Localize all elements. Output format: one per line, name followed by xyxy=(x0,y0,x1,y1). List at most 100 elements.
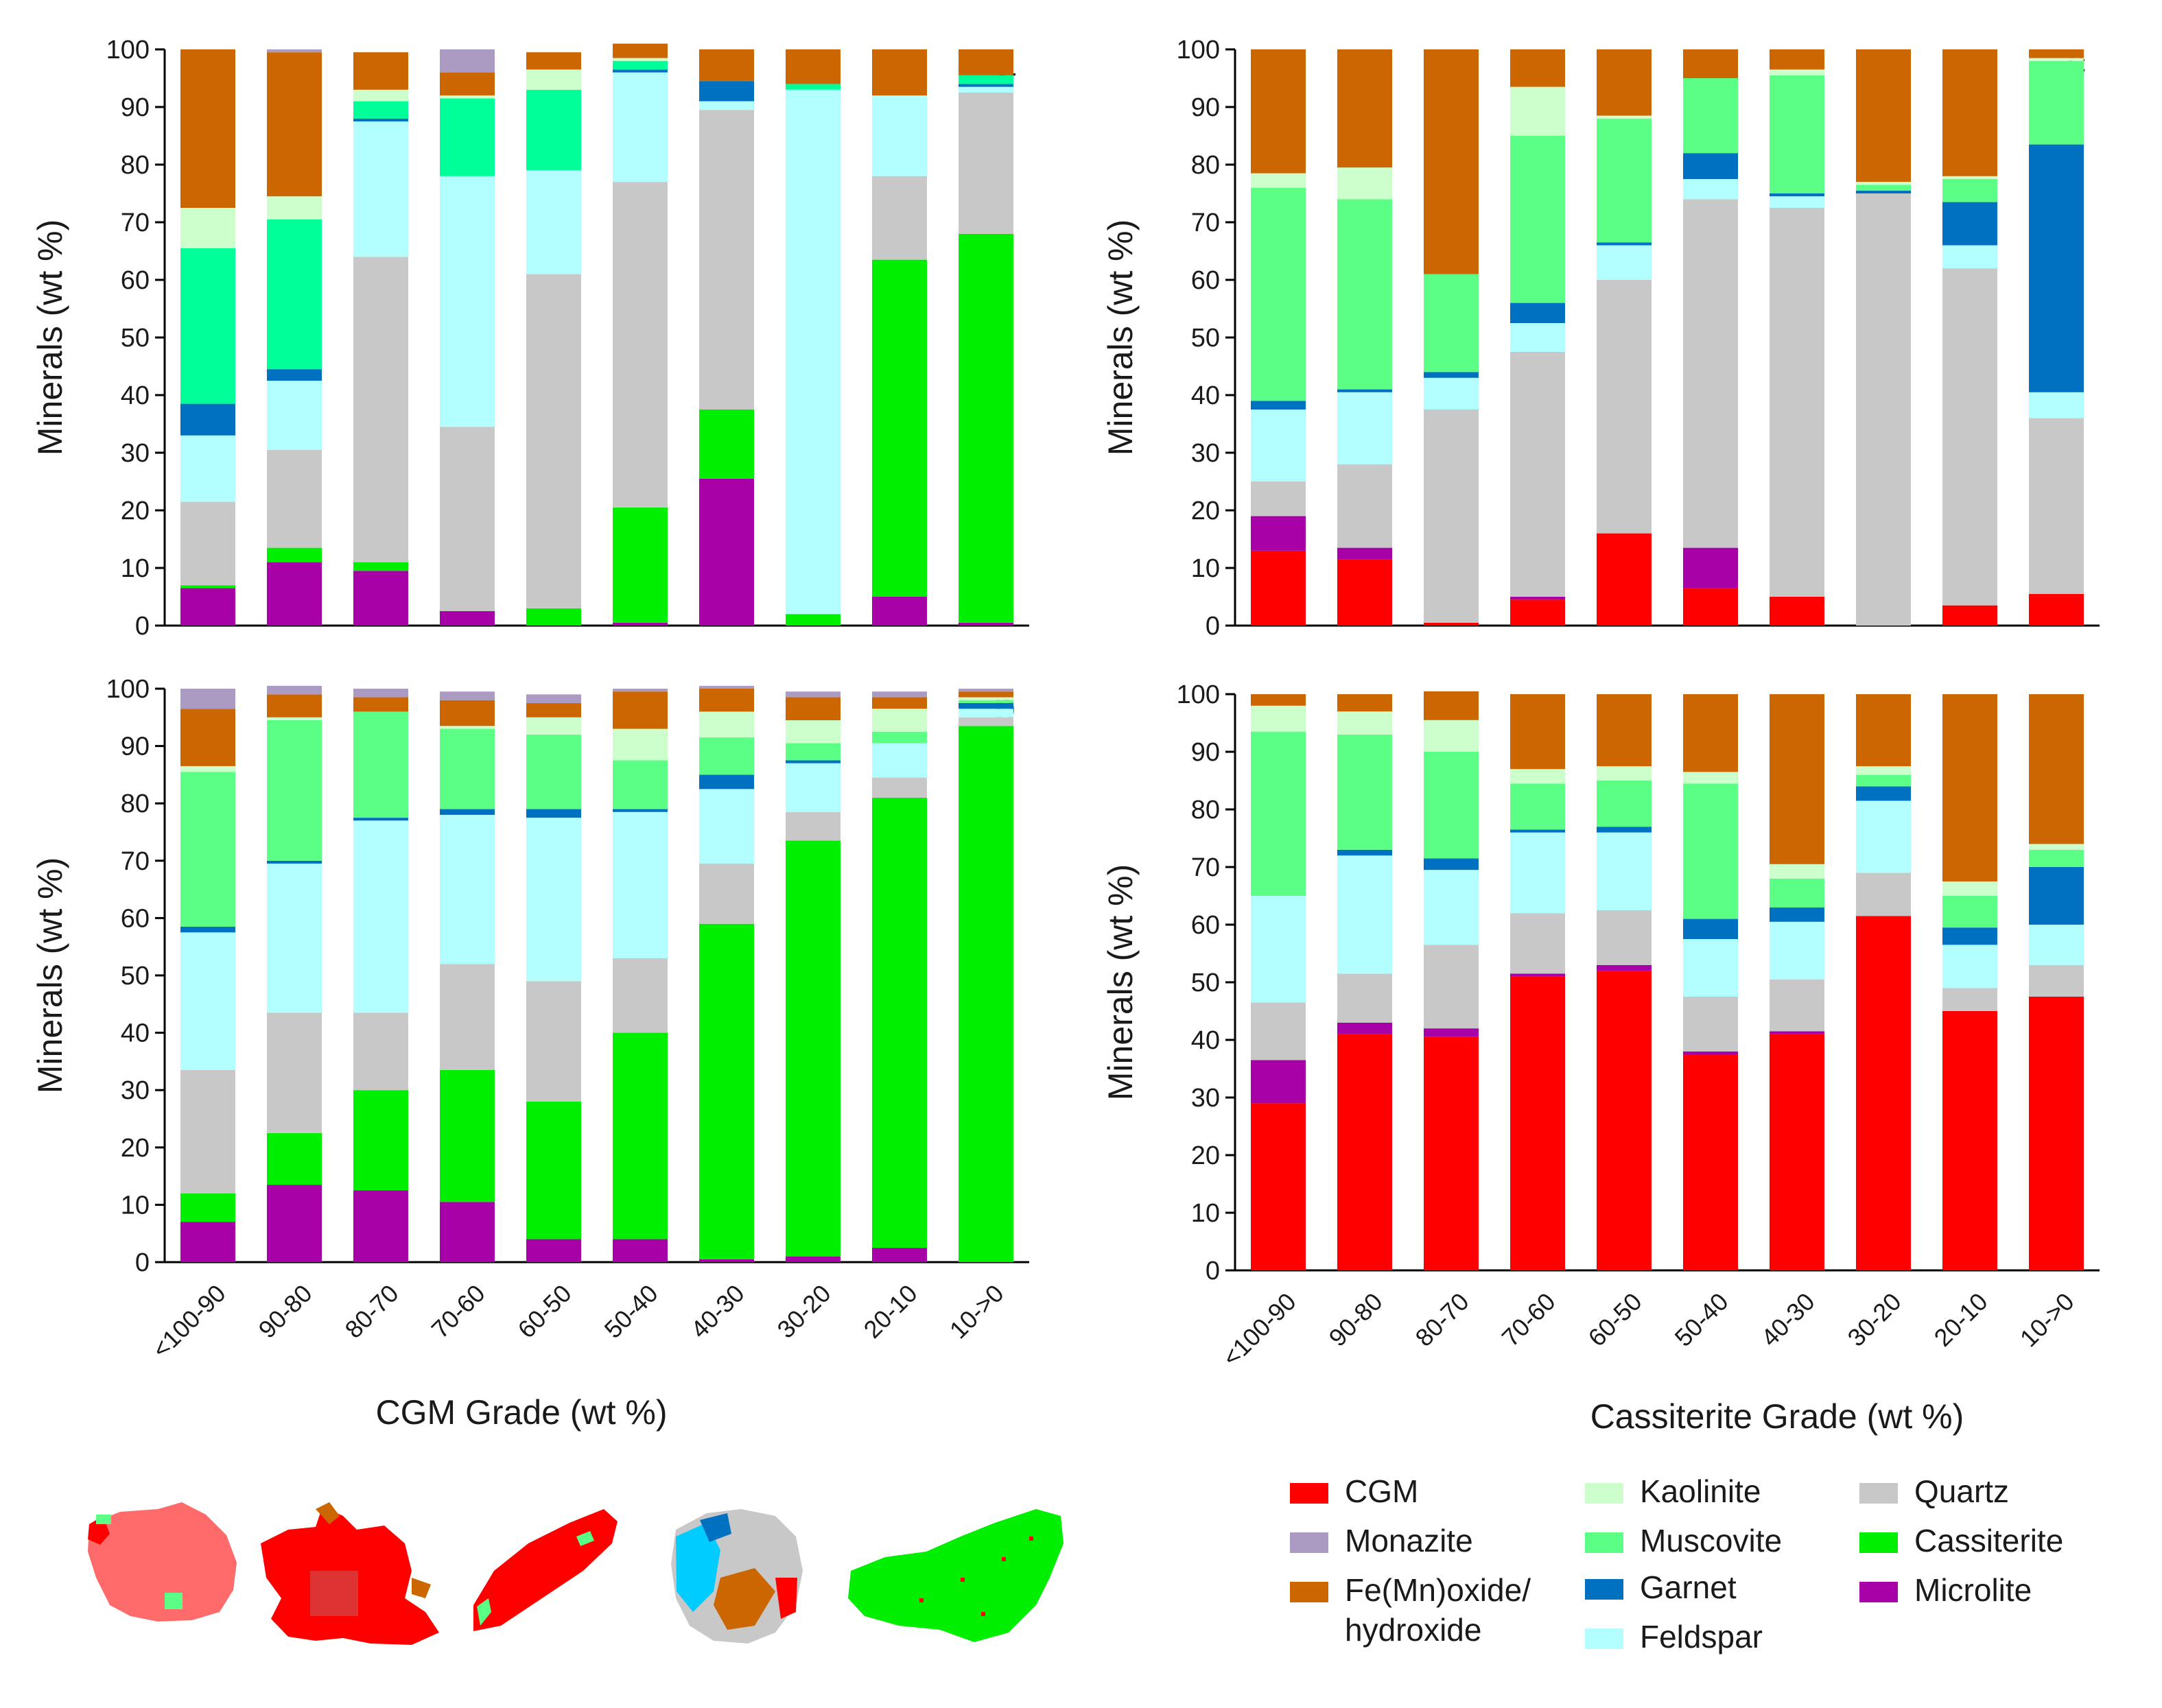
bar-segment-muscovite-5 xyxy=(1683,78,1738,154)
bar-segment-muscovite-7 xyxy=(1856,774,1911,787)
particle-1-body xyxy=(88,1502,237,1622)
bar-segment-feldspar-6 xyxy=(1770,196,1824,208)
particle-images xyxy=(88,1502,1064,1645)
bar-segment-kaolinite-3 xyxy=(1510,769,1565,784)
bar-segment-kaolinite-5 xyxy=(613,728,668,761)
x-tick-label: 70-60 xyxy=(426,1279,491,1344)
bar-segment-feldspar-2 xyxy=(353,121,408,257)
bar-segment-garnet-6 xyxy=(1770,193,1824,197)
particle-3-body xyxy=(473,1509,618,1631)
legend-label: Microlite xyxy=(1914,1572,2032,1608)
bar-segment-cgm-0 xyxy=(1251,1103,1306,1270)
x-title-right: Cassiterite Grade (wt %) xyxy=(1590,1397,1964,1436)
particle-5-inclusion xyxy=(1029,1537,1033,1541)
y-axis-label: Minerals (wt %) xyxy=(31,857,69,1093)
bar-segment-kaolinite-4 xyxy=(526,717,581,735)
bar-segment-quartz-8 xyxy=(1942,268,1997,606)
particle-4-zone xyxy=(700,1513,731,1542)
particle-5-body xyxy=(848,1509,1064,1642)
bar-segment-microlite-0 xyxy=(1251,1060,1306,1104)
bar-segment-cassiterite-6 xyxy=(699,410,754,479)
bar-segment-fe-mn-oxide-hydroxide-6 xyxy=(1770,694,1824,864)
particle-2-rim xyxy=(316,1502,340,1524)
x-tick-label: 10->0 xyxy=(2014,1288,2080,1353)
bar-segment-feldspar-5 xyxy=(613,72,668,182)
bar-segment-muscovite-4 xyxy=(526,89,581,171)
bar-segment-feldspar-8 xyxy=(872,743,927,778)
bar-segment-cassiterite-0 xyxy=(180,585,235,589)
bar-segment-monazite-3 xyxy=(440,691,495,700)
bar-segment-monazite-9 xyxy=(959,689,1013,692)
bar-segment-microlite-3 xyxy=(1510,973,1565,977)
y-tick-label: 90 xyxy=(121,93,150,122)
bar-segment-monazite-7 xyxy=(786,691,841,698)
bar-segment-feldspar-6 xyxy=(1770,921,1824,980)
y-tick-label: 50 xyxy=(121,324,150,353)
bar-segment-muscovite-7 xyxy=(1856,185,1911,191)
y-axis-label: Minerals (wt %) xyxy=(1101,220,1140,455)
particle-1-inclusion xyxy=(96,1515,111,1524)
particle-1-inclusion xyxy=(165,1593,183,1609)
bar-segment-garnet-5 xyxy=(1683,918,1738,939)
y-tick-label: 0 xyxy=(135,1248,150,1277)
bar-segment-garnet-3 xyxy=(1510,829,1565,833)
bar-segment-microlite-1 xyxy=(1337,547,1392,560)
x-tick-label: 90-80 xyxy=(253,1279,318,1344)
bar-segment-quartz-9 xyxy=(959,717,1013,726)
legend-swatch-feldspar xyxy=(1585,1628,1623,1649)
bar-segment-muscovite-3 xyxy=(1510,136,1565,303)
x-tick-label: <100-90 xyxy=(1217,1288,1302,1372)
particle-4-zone xyxy=(714,1568,775,1630)
bar-segment-cgm-7 xyxy=(1856,916,1911,1270)
y-tick-label: 100 xyxy=(106,675,150,704)
bar-segment-kaolinite-6 xyxy=(1770,864,1824,879)
bar-segment-fe-mn-oxide-hydroxide-7 xyxy=(1856,49,1911,182)
bar-segment-microlite-3 xyxy=(440,611,495,626)
bar-segment-feldspar-3 xyxy=(1510,323,1565,352)
bar-segment-kaolinite-0 xyxy=(1251,173,1306,188)
bar-segment-fe-mn-oxide-hydroxide-8 xyxy=(1942,694,1997,881)
bar-segment-garnet-9 xyxy=(959,702,1013,709)
bar-segment-feldspar-9 xyxy=(2029,925,2084,965)
legend-label: Feldspar xyxy=(1640,1619,1763,1654)
bar-segment-fe-mn-oxide-hydroxide-1 xyxy=(1337,694,1392,712)
bar-segment-muscovite-1 xyxy=(267,219,322,370)
x-tick-label: 60-50 xyxy=(1583,1288,1647,1352)
bar-segment-monazite-4 xyxy=(526,694,581,703)
bar-segment-fe-mn-oxide-hydroxide-4 xyxy=(1597,49,1652,116)
bar-segment-quartz-3 xyxy=(1510,913,1565,974)
bar-segment-kaolinite-0 xyxy=(1251,705,1306,732)
bar-segment-cassiterite-5 xyxy=(613,507,668,623)
y-axis-label: Minerals (wt %) xyxy=(31,220,69,455)
bar-segment-fe-mn-oxide-hydroxide-9 xyxy=(959,691,1013,698)
bar-segment-quartz-5 xyxy=(613,182,668,508)
bar-segment-muscovite-0 xyxy=(1251,731,1306,896)
bar-segment-cassiterite-0 xyxy=(180,1193,235,1222)
bar-segment-cassiterite-7 xyxy=(786,614,841,626)
bar-segment-cgm-9 xyxy=(2029,997,2084,1270)
bar-segment-quartz-8 xyxy=(872,777,927,798)
bar-segment-feldspar-2 xyxy=(1424,870,1479,945)
bar-segment-muscovite-4 xyxy=(526,734,581,809)
bar-segment-muscovite-1 xyxy=(1337,734,1392,850)
x-tick-label: 50-40 xyxy=(599,1279,663,1344)
bar-segment-muscovite-5 xyxy=(613,760,668,809)
bar-segment-kaolinite-9 xyxy=(2029,58,2084,61)
bar-segment-quartz-3 xyxy=(1510,352,1565,597)
y-tick-label: 90 xyxy=(121,733,150,761)
bar-segment-muscovite-4 xyxy=(1597,118,1652,243)
bar-segment-fe-mn-oxide-hydroxide-4 xyxy=(526,52,581,70)
bar-segment-quartz-0 xyxy=(180,501,235,586)
bar-segment-quartz-4 xyxy=(526,981,581,1102)
bar-segment-cassiterite-1 xyxy=(267,1132,322,1185)
bar-segment-muscovite-3 xyxy=(1510,783,1565,830)
bar-segment-garnet-0 xyxy=(180,926,235,933)
bar-segment-kaolinite-5 xyxy=(1683,772,1738,784)
bar-segment-feldspar-6 xyxy=(699,101,754,110)
bar-segment-microlite-9 xyxy=(959,622,1013,626)
bar-segment-garnet-0 xyxy=(1251,401,1306,410)
bar-segment-fe-mn-oxide-hydroxide-3 xyxy=(1510,694,1565,770)
